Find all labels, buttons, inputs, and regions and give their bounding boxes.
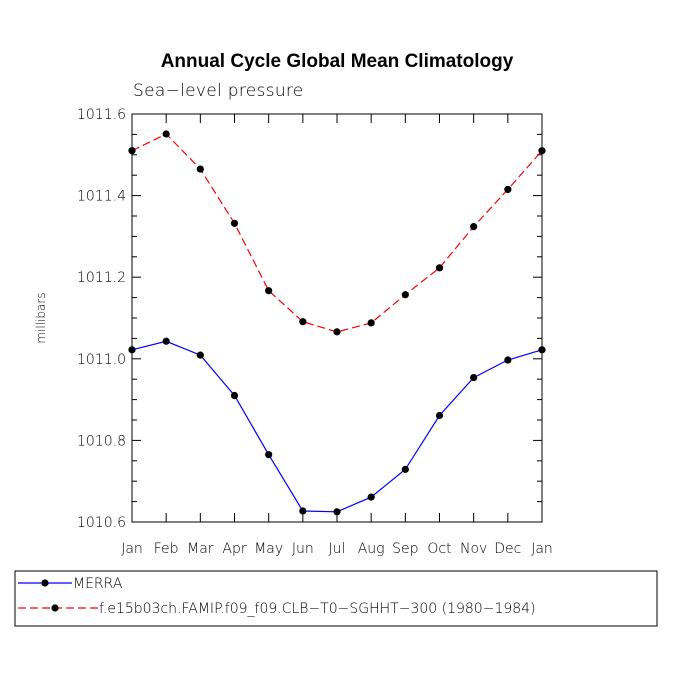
y-axis-ticks: 1010.6 1010.8 1011.0 1011.2 1011.4 1011.6 — [77, 107, 542, 531]
x-tick-label: Dec — [494, 541, 521, 557]
chart-title: Annual Cycle Global Mean Climatology — [161, 51, 514, 72]
legend: MERRA f.e15b03ch.FAMIP.f09_f09.CLB−T0−SG… — [14, 570, 658, 627]
series-1-point — [435, 264, 444, 272]
series-0-point — [299, 507, 307, 515]
series-0-point — [470, 373, 478, 382]
x-tick-label: Nov — [460, 541, 487, 557]
x-tick-label: Jul — [329, 541, 346, 557]
x-tick-label: Sep — [392, 541, 418, 557]
series-1-point — [230, 219, 239, 227]
series-line-0 — [131, 340, 543, 513]
series-0-point — [265, 451, 273, 459]
legend-marker-model — [51, 604, 59, 612]
series-1-point — [367, 319, 375, 327]
series-line-1 — [131, 133, 543, 333]
series-1-point — [162, 130, 170, 138]
series-1-point — [299, 318, 307, 326]
x-tick-label: Jan — [531, 541, 553, 557]
series-1-point — [128, 147, 136, 155]
legend-marker-merra — [41, 579, 49, 587]
series-0-point — [538, 346, 546, 354]
x-tick-label: Feb — [154, 541, 179, 557]
series-0-point — [230, 391, 239, 400]
series-0-point — [435, 411, 444, 420]
x-axis-ticks: Jan Feb Mar Apr May Jun Jul Aug Sep Oct Nov Dec Jan — [121, 114, 553, 557]
series-0-point — [333, 508, 341, 516]
series-1-point — [196, 165, 204, 173]
series-1-point — [538, 147, 546, 155]
x-tick-label: Jan — [121, 541, 143, 557]
x-tick-label: Apr — [222, 541, 246, 557]
y-tick-label: 1011.6 — [77, 107, 126, 123]
x-tick-label: May — [254, 541, 283, 557]
chart-subtitle: Sea−level pressure — [133, 81, 304, 101]
series-1-point — [504, 185, 512, 194]
legend-label-merra: MERRA — [73, 576, 123, 592]
series-0-point — [128, 346, 136, 354]
series-0-point — [367, 493, 375, 501]
x-tick-label: Oct — [427, 541, 451, 557]
y-tick-label: 1011.0 — [77, 352, 126, 368]
series-0-point — [162, 337, 170, 345]
y-tick-label: 1011.4 — [77, 189, 126, 205]
legend-frame — [14, 570, 658, 627]
plot-frame — [131, 113, 543, 523]
series-0-point — [401, 465, 409, 473]
series-0-point — [196, 351, 204, 359]
series-layer — [128, 130, 546, 516]
x-tick-label: Mar — [187, 541, 214, 557]
y-tick-label: 1010.6 — [77, 515, 126, 531]
y-tick-label: 1010.8 — [77, 433, 126, 449]
x-tick-label: Aug — [358, 541, 385, 557]
series-1-point — [333, 328, 341, 336]
y-tick-label: 1011.2 — [77, 270, 126, 286]
series-1-point — [470, 223, 478, 231]
series-1-point — [265, 287, 273, 295]
y-axis-label: millibars — [34, 292, 48, 343]
x-tick-label: Jun — [292, 541, 314, 557]
series-1-point — [401, 291, 409, 299]
legend-label-model: f.e15b03ch.FAMIP.f09_f09.CLB−T0−SGHHT−30… — [99, 601, 536, 617]
series-0-point — [504, 356, 512, 364]
